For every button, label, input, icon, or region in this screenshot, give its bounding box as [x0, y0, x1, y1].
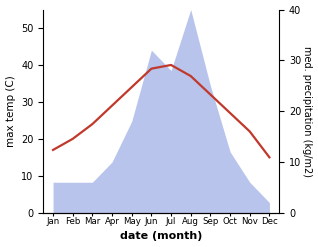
- X-axis label: date (month): date (month): [120, 231, 203, 242]
- Y-axis label: max temp (C): max temp (C): [5, 75, 16, 147]
- Y-axis label: med. precipitation (kg/m2): med. precipitation (kg/m2): [302, 46, 313, 177]
